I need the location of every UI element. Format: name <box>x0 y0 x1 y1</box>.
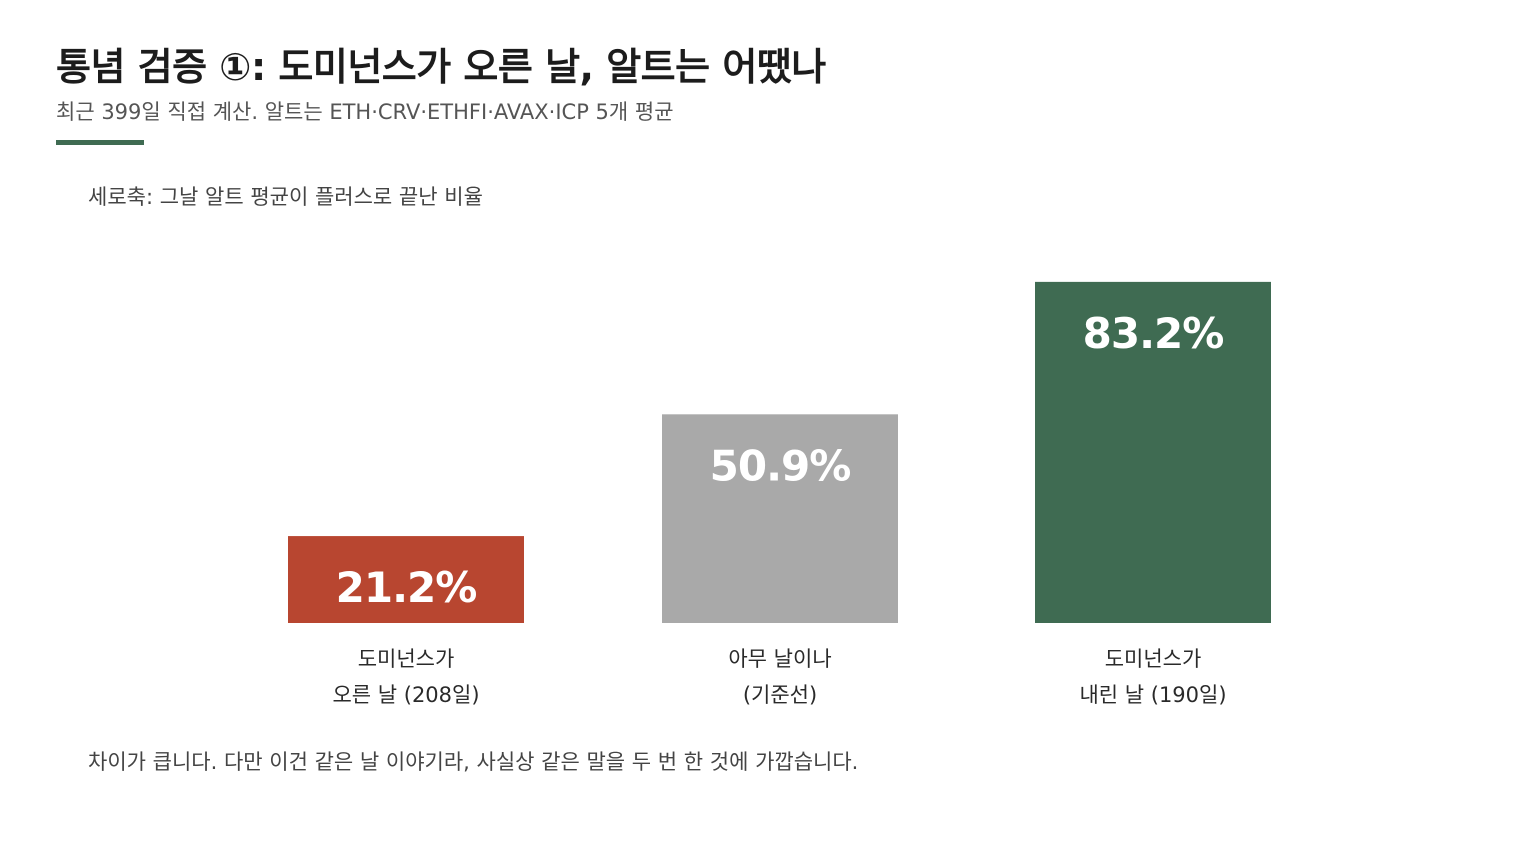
category-label-2-line-2: (기준선) <box>743 683 817 707</box>
category-label-1-line-2: 오른 날 (208일) <box>332 683 479 707</box>
bar-value-label-3: 83.2% <box>1083 309 1224 358</box>
bar-value-label-1: 21.2% <box>336 563 477 612</box>
accent-rule <box>56 140 144 145</box>
chart-title: 통념 검증 ①: 도미넌스가 오른 날, 알트는 어땠나 <box>56 45 826 89</box>
bar-1 <box>288 536 524 623</box>
y-axis-note: 세로축: 그날 알트 평균이 플러스로 끝난 비율 <box>88 185 483 209</box>
footnote: 차이가 큽니다. 다만 이건 같은 날 이야기라, 사실상 같은 말을 두 번 … <box>88 750 859 774</box>
category-label-3-line-1: 도미넌스가 <box>1105 647 1202 671</box>
bar-value-label-2: 50.9% <box>710 441 851 490</box>
category-label-3-line-2: 내린 날 (190일) <box>1079 683 1226 707</box>
category-label-1-line-1: 도미넌스가 <box>358 647 455 671</box>
bar-2 <box>662 414 898 623</box>
bar-3 <box>1035 281 1271 623</box>
chart-subtitle: 최근 399일 직접 계산. 알트는 ETH·CRV·ETHFI·AVAX·IC… <box>56 100 674 124</box>
category-label-2-line-1: 아무 날이나 <box>728 647 831 671</box>
